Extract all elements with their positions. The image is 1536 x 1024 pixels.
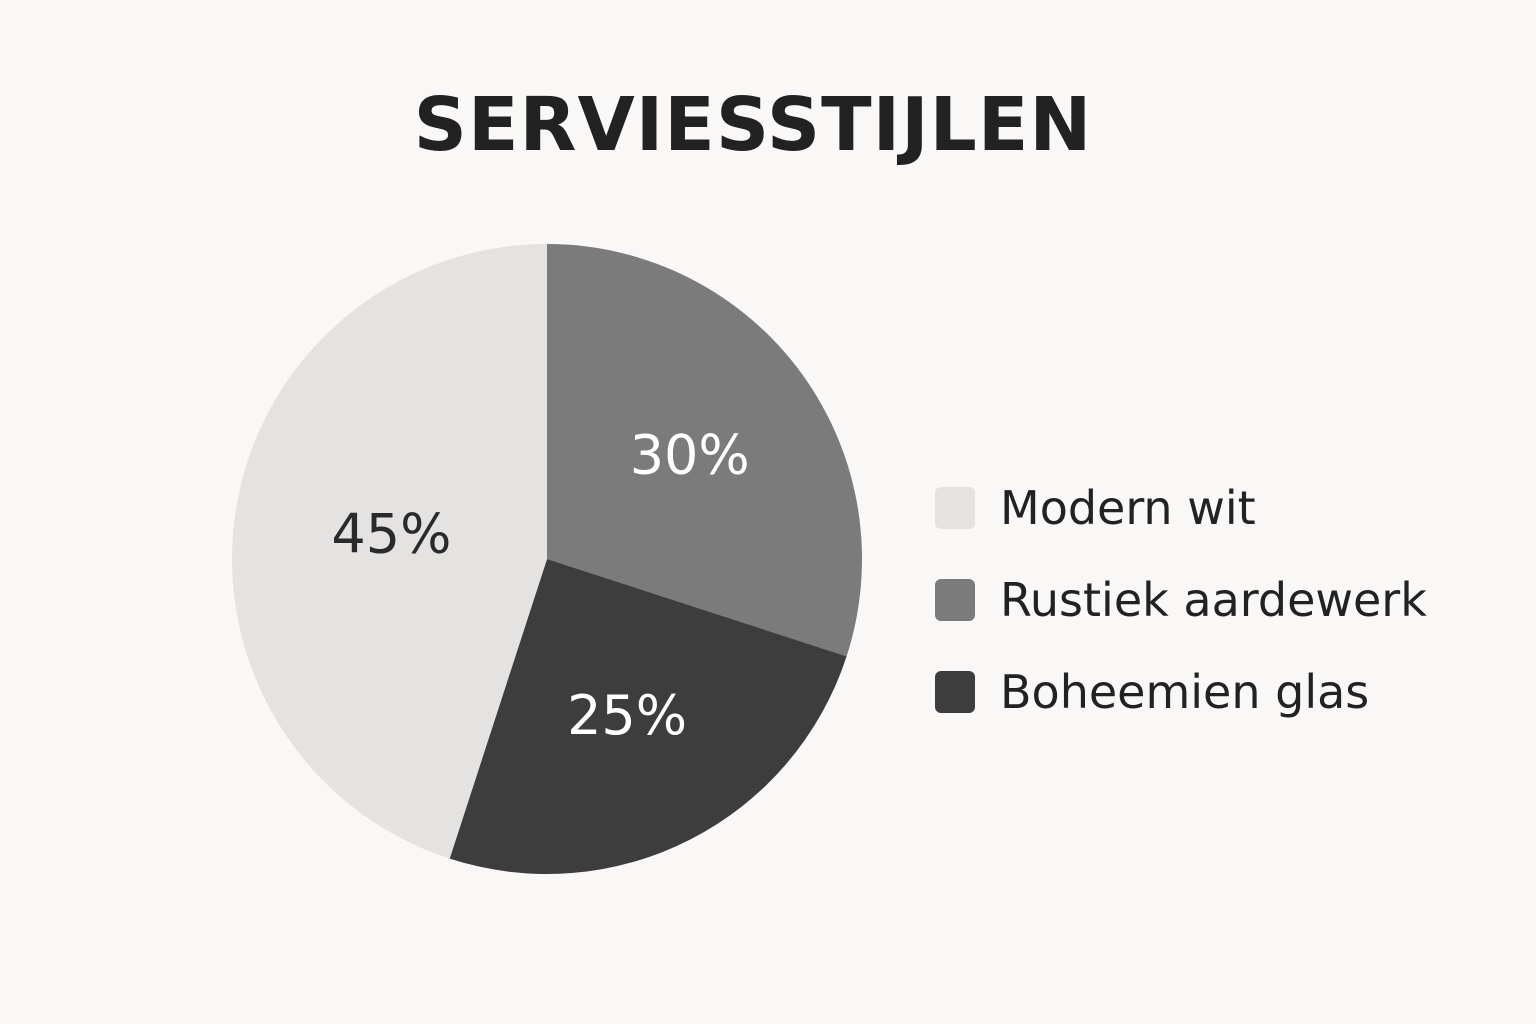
legend-swatch	[935, 487, 975, 529]
slice-label: 30%	[630, 423, 750, 486]
legend-label: Modern wit	[1000, 481, 1256, 535]
chart-title: SERVIESSTIJLEN	[413, 82, 1093, 168]
legend-swatch	[935, 671, 975, 713]
slice-label: 45%	[331, 502, 451, 565]
legend-item: Rustiek aardewerk	[935, 554, 1427, 646]
legend-label: Rustiek aardewerk	[1000, 573, 1427, 627]
legend: Modern wit Rustiek aardewerk Boheemien g…	[935, 462, 1427, 738]
legend-label: Boheemien glas	[1000, 665, 1370, 719]
pie-slice	[449, 559, 847, 875]
legend-item: Boheemien glas	[935, 646, 1427, 738]
legend-swatch	[935, 579, 975, 621]
legend-item: Modern wit	[935, 462, 1427, 554]
pie-slice	[547, 244, 862, 657]
slice-label: 25%	[567, 684, 687, 747]
pie-slice	[231, 244, 547, 859]
